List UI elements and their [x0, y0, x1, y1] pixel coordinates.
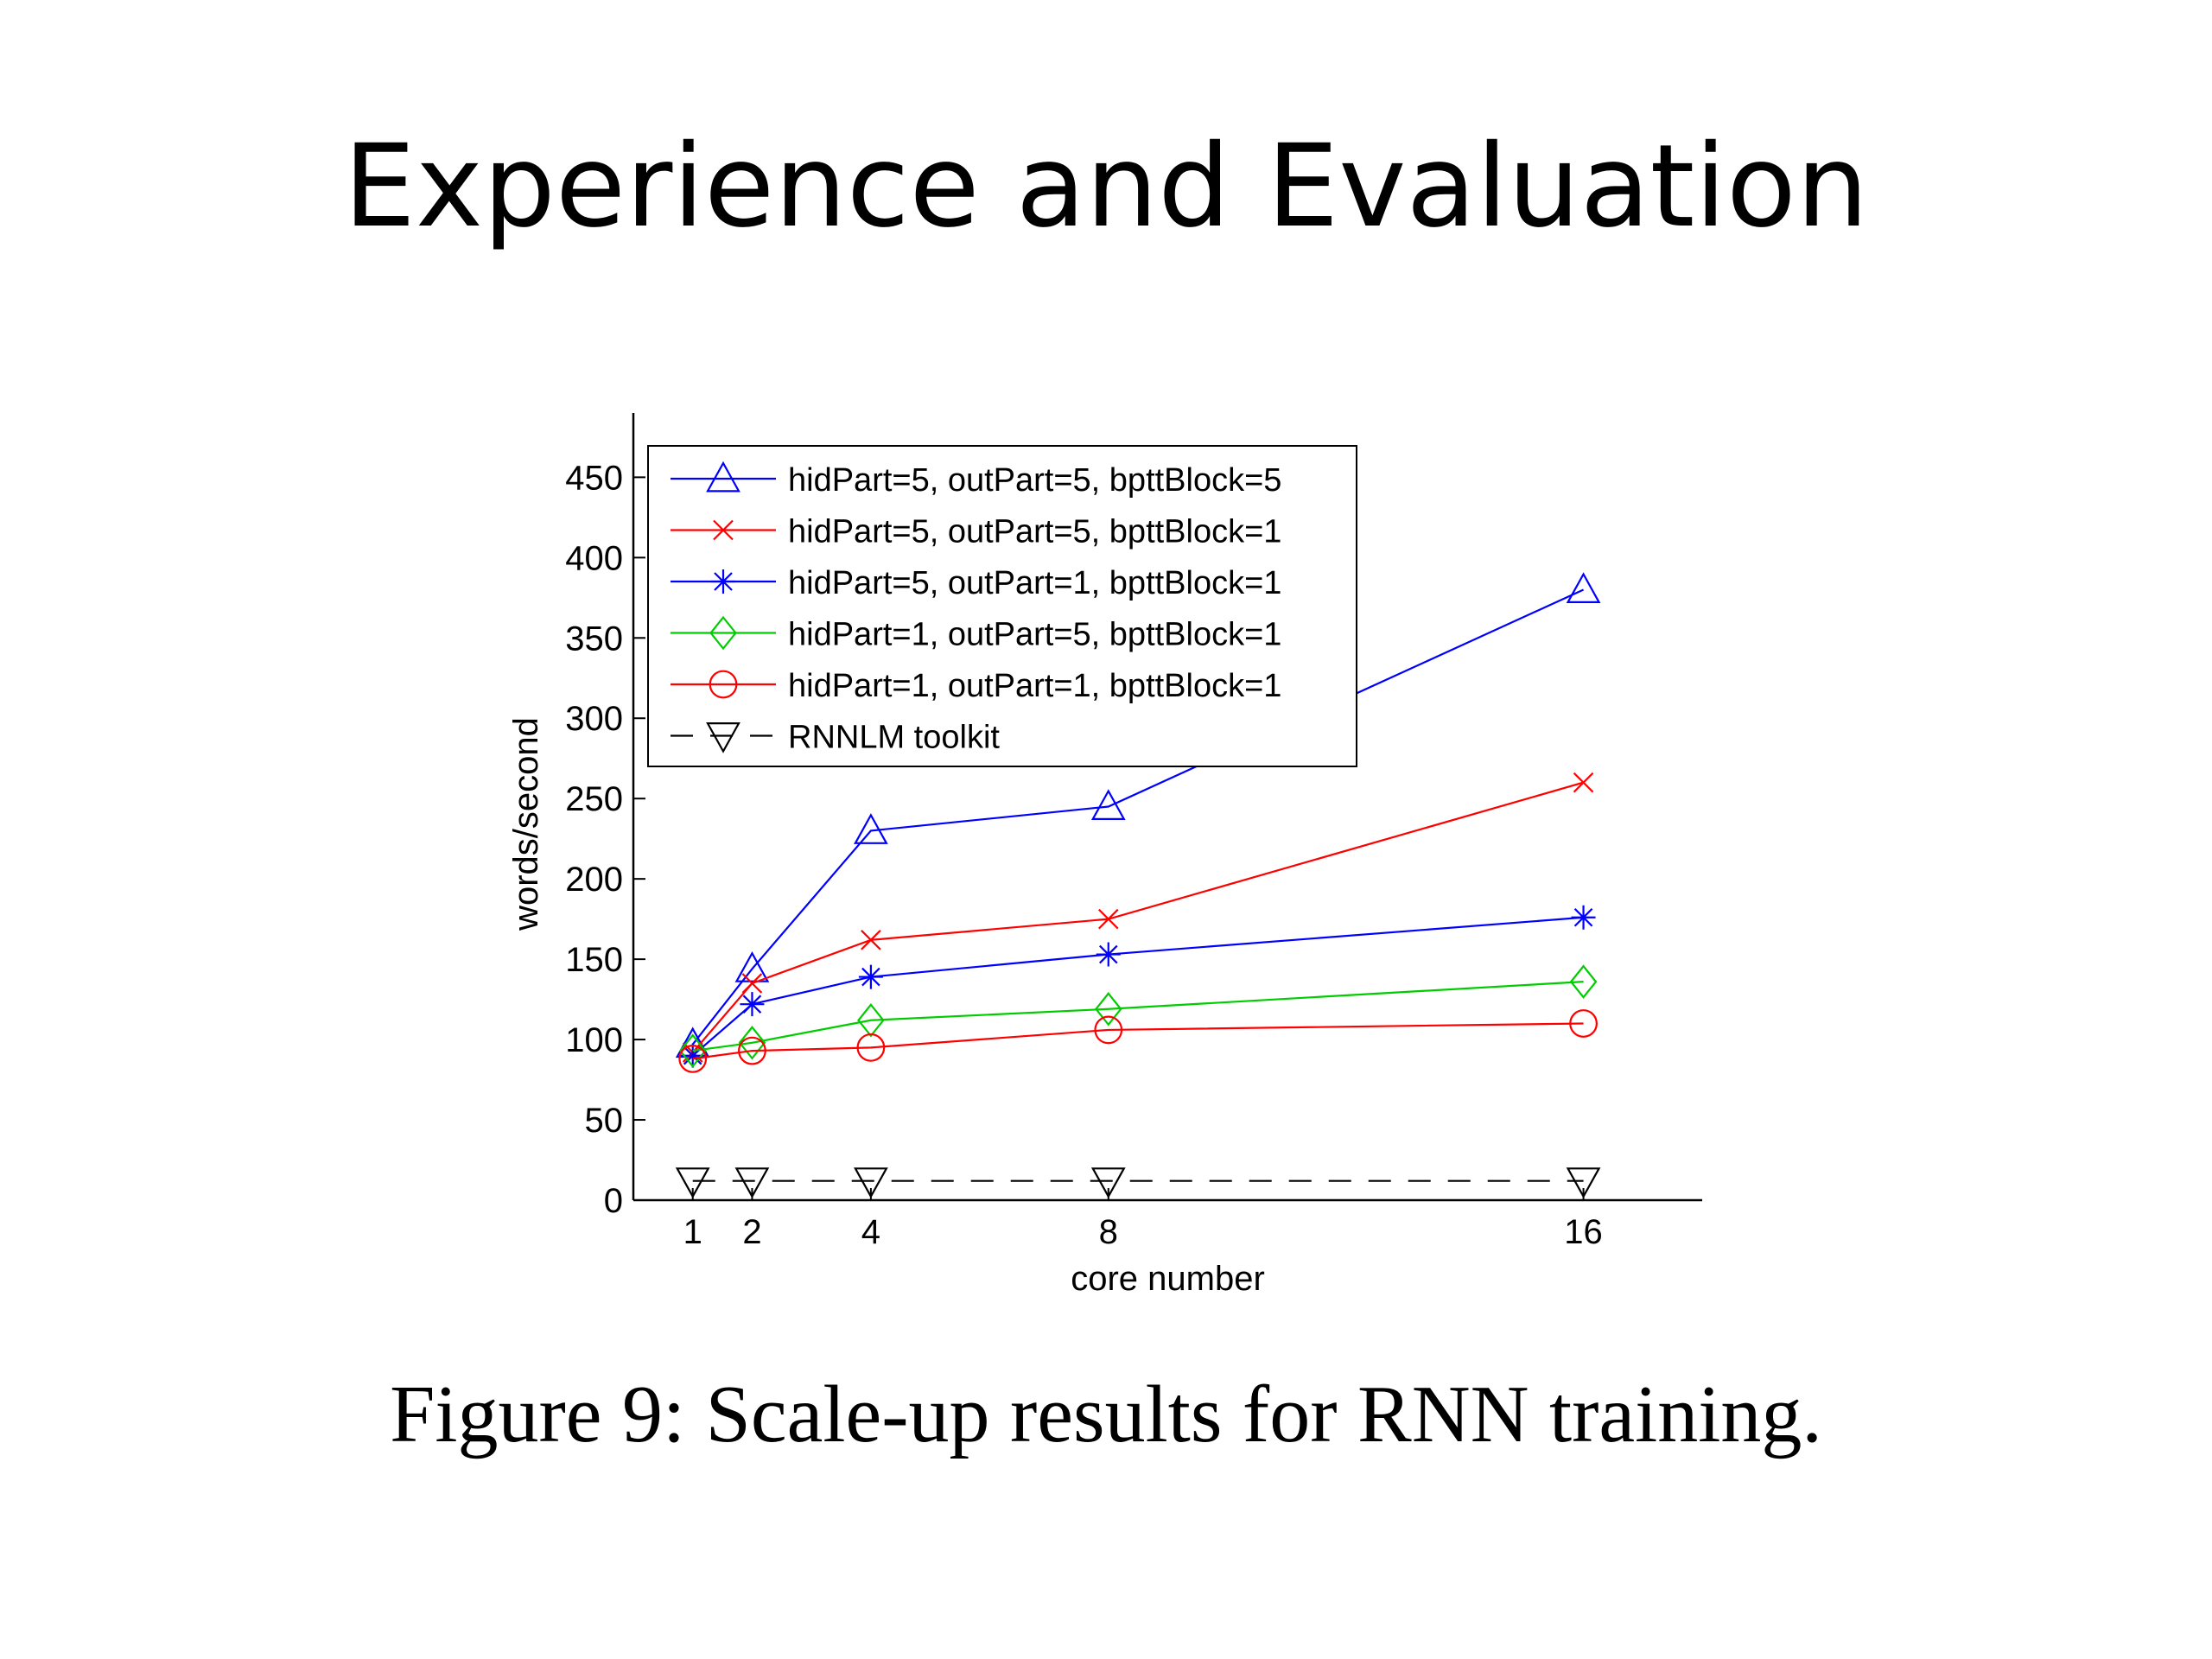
data-point — [740, 992, 765, 1017]
series-line — [692, 981, 1584, 1052]
legend-label: hidPart=5, outPart=1, bpttBlock=1 — [788, 565, 1281, 601]
x-tick-label: 2 — [742, 1213, 761, 1251]
slide-title: Experience and Evaluation — [343, 120, 1869, 253]
legend-label: hidPart=1, outPart=1, bpttBlock=1 — [788, 668, 1281, 704]
x-tick-label: 4 — [861, 1213, 880, 1251]
figure-caption: Figure 9: Scale-up results for RNN train… — [390, 1370, 1822, 1459]
legend-label: hidPart=1, outPart=5, bpttBlock=1 — [788, 617, 1281, 653]
data-point — [1094, 1015, 1123, 1045]
data-point — [857, 1003, 885, 1038]
data-point — [675, 1167, 710, 1198]
legend-item: hidPart=5, outPart=5, bpttBlock=5 — [671, 461, 1281, 499]
data-point — [734, 951, 770, 982]
legend-label: RNNLM toolkit — [788, 720, 1000, 756]
chart-legend: hidPart=5, outPart=5, bpttBlock=5 hidPart… — [647, 445, 1357, 767]
data-point — [856, 1033, 886, 1062]
data-point — [734, 1167, 770, 1198]
legend-item: hidPart=1, outPart=1, bpttBlock=1 — [671, 668, 1281, 704]
data-point — [1571, 905, 1596, 930]
y-tick-label: 250 — [565, 780, 623, 818]
series-6 — [675, 1167, 1601, 1198]
legend-item: hidPart=5, outPart=5, bpttBlock=1 — [671, 514, 1281, 550]
x-axis-label: core number — [1071, 1260, 1265, 1298]
data-point — [1566, 1167, 1601, 1198]
data-point — [861, 930, 881, 950]
series-2 — [682, 772, 1594, 1063]
data-point — [1096, 942, 1121, 967]
y-tick-label: 350 — [565, 620, 623, 658]
series-4 — [678, 964, 1598, 1068]
legend-item: RNNLM toolkit — [671, 720, 1000, 756]
legend-swatch-marker — [709, 615, 737, 651]
legend-swatch-marker — [713, 519, 734, 541]
y-tick-label: 150 — [565, 941, 623, 979]
series-3 — [680, 905, 1596, 1068]
data-point — [1090, 789, 1126, 821]
series-line — [692, 916, 1584, 1057]
legend-box — [647, 445, 1357, 767]
data-point — [738, 1036, 766, 1065]
series-5 — [678, 1009, 1598, 1073]
data-point — [858, 964, 883, 989]
y-tick-label: 100 — [565, 1021, 623, 1059]
data-point — [678, 1044, 708, 1073]
data-point — [854, 813, 888, 844]
data-point — [1569, 964, 1598, 999]
legend-swatch-marker — [711, 569, 735, 594]
data-point — [1566, 572, 1601, 604]
legend-swatch-marker — [709, 670, 738, 699]
x-tick-label: 16 — [1564, 1213, 1603, 1251]
data-point — [1094, 991, 1122, 1027]
y-axis-label: words/second — [507, 717, 545, 931]
x-tick-label: 8 — [1099, 1213, 1118, 1251]
legend-label: hidPart=5, outPart=5, bpttBlock=1 — [788, 514, 1281, 550]
data-point — [680, 1043, 705, 1068]
y-tick-label: 200 — [565, 861, 623, 899]
legend-item: hidPart=1, outPart=5, bpttBlock=1 — [671, 615, 1281, 653]
data-point — [738, 1026, 766, 1060]
legend-swatch-marker — [706, 721, 741, 753]
data-point — [1569, 1009, 1598, 1038]
y-tick-label: 300 — [565, 700, 623, 738]
series-line — [692, 1022, 1584, 1060]
y-tick-label: 450 — [565, 459, 623, 497]
data-point — [678, 1033, 707, 1068]
y-tick-label: 0 — [604, 1182, 623, 1220]
data-point — [854, 1167, 888, 1198]
data-point — [1573, 772, 1594, 793]
chart-axes — [632, 413, 1702, 1202]
x-tick-label: 1 — [683, 1213, 702, 1251]
data-point — [741, 973, 763, 994]
legend-swatch-marker — [706, 461, 741, 493]
data-point — [1090, 1167, 1126, 1198]
data-point — [1098, 908, 1119, 930]
chart-ticks: 0 50 100 150 200 250 300 350 400 450 1 2 4 8 16 — [565, 459, 1603, 1251]
legend-label: hidPart=5, outPart=5, bpttBlock=5 — [788, 462, 1281, 499]
legend-item: hidPart=5, outPart=1, bpttBlock=1 — [671, 565, 1281, 601]
y-tick-label: 50 — [585, 1102, 624, 1140]
series-line — [691, 781, 1584, 1053]
y-tick-label: 400 — [565, 539, 623, 577]
